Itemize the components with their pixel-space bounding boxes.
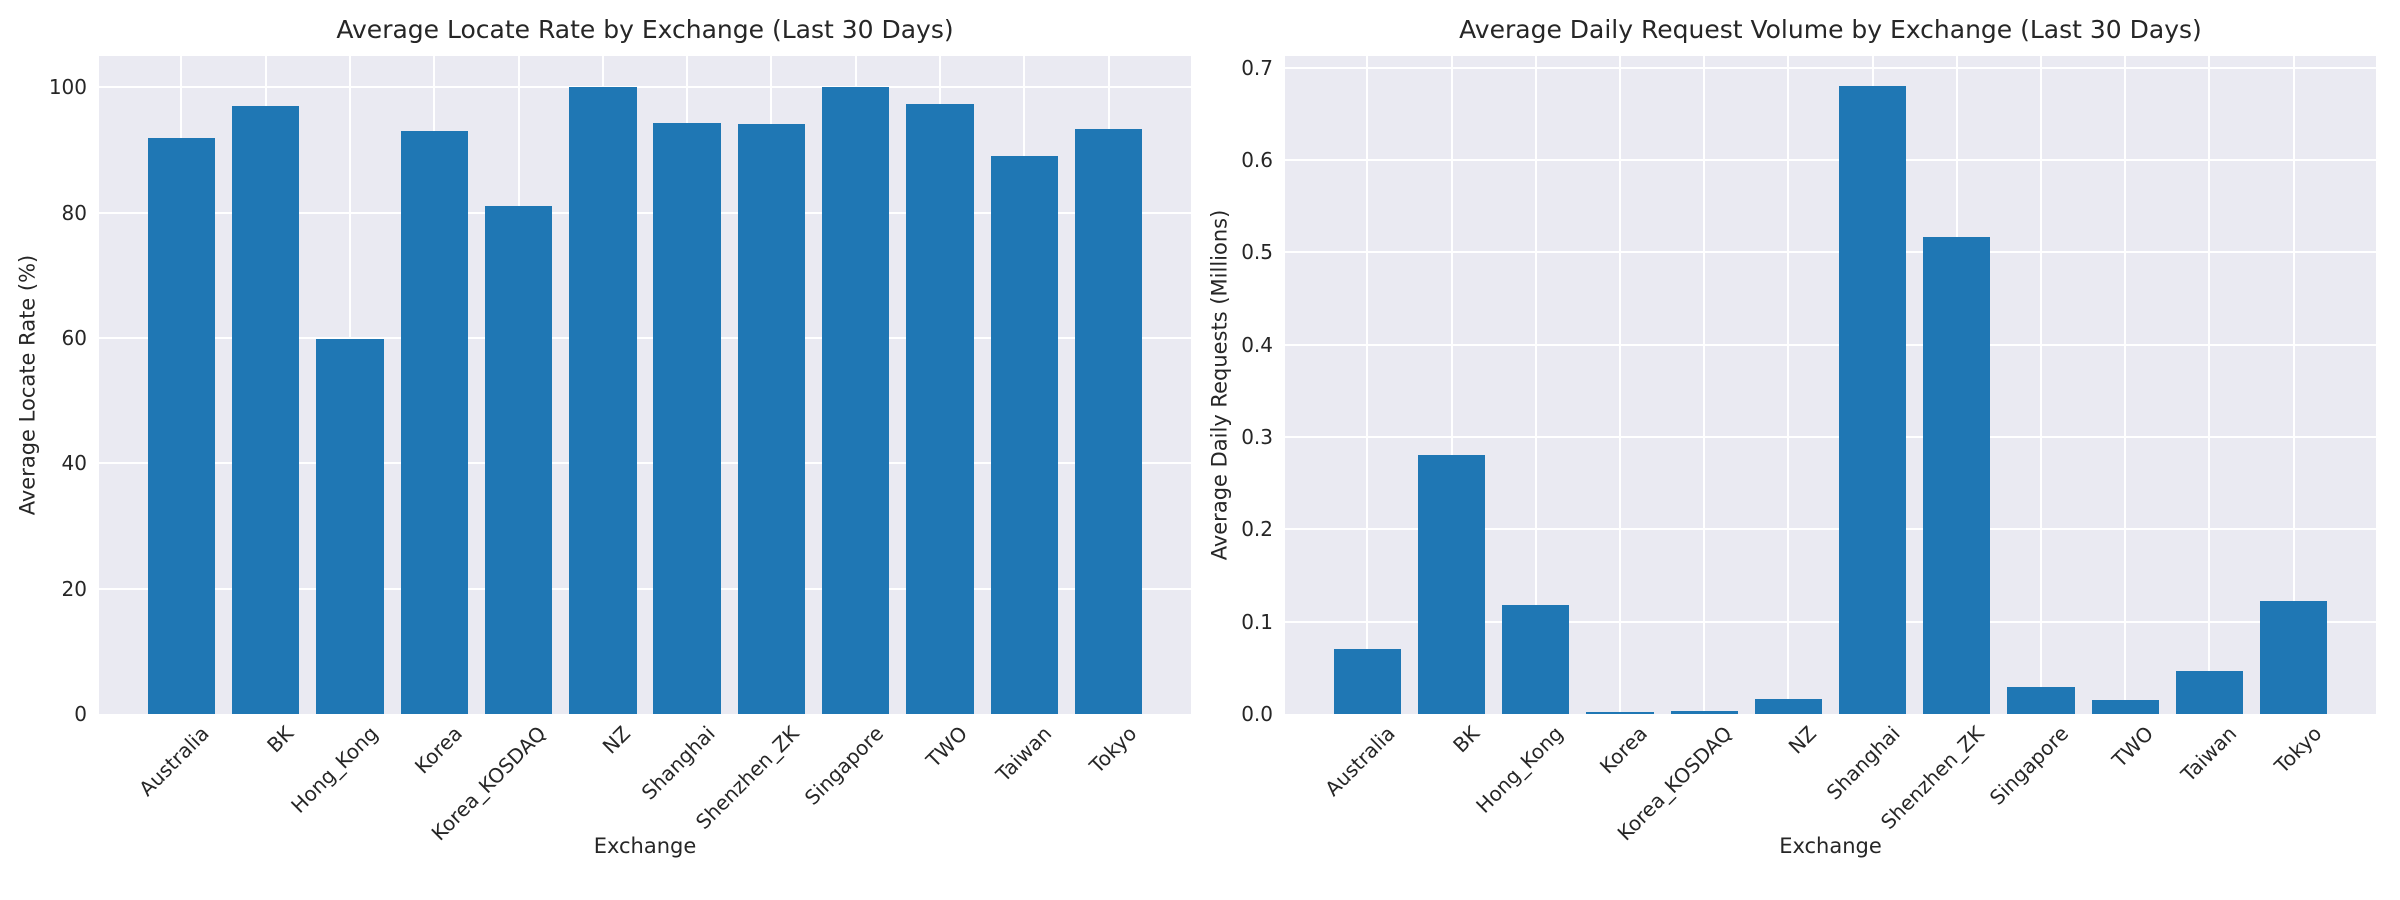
chart2-plot-area: 0.0 0.1 0.2 0.3 0.4 0.5 0.6 0.7 Australia BK Hong_… — [1241, 56, 2376, 845]
x-gridline — [1703, 56, 1706, 714]
bar-Tokyo — [1074, 128, 1143, 714]
bar-Taiwan — [990, 156, 1058, 714]
bar-Australia — [1333, 649, 1402, 714]
bar-NZ — [569, 87, 637, 714]
y-tick-label: 0 — [74, 702, 87, 726]
x-tick-label: Taiwan — [2176, 721, 2242, 787]
x-gridline — [1366, 56, 1369, 714]
x-gridline — [1534, 56, 1537, 714]
x-tick-label: Korea — [409, 721, 467, 779]
x-gridline — [2040, 56, 2042, 714]
x-tick-label: Taiwan — [991, 721, 1057, 787]
y-tick-label: 60 — [61, 326, 87, 350]
y-tick-label: 0.4 — [1241, 332, 1273, 357]
x-tick-label: Australia — [134, 721, 214, 801]
bar-Taiwan — [2175, 670, 2244, 714]
y-tick-label: 0.6 — [1241, 147, 1273, 172]
bar-Shenzhen_ZK — [737, 124, 806, 714]
y-tick-label: 40 — [61, 451, 87, 476]
y-gridline — [99, 211, 1191, 214]
y-tick-label: 80 — [61, 200, 87, 225]
bar-TWO — [906, 104, 974, 714]
y-gridline — [1285, 66, 2376, 69]
chart1-y-axis-label: Average Locate Rate (%) — [15, 254, 40, 516]
y-gridline — [99, 86, 1191, 89]
bar-Shanghai — [1838, 86, 1907, 714]
y-tick-label: 0.0 — [1241, 702, 1273, 726]
x-tick-label: TWO — [2106, 721, 2158, 773]
bar-Australia — [147, 138, 216, 714]
x-tick-label: Hong_Kong — [1471, 721, 1569, 818]
x-tick-label: BK — [1447, 721, 1484, 758]
y-tick-label: 20 — [61, 576, 87, 601]
y-gridline — [1285, 435, 2376, 438]
y-gridline — [1285, 528, 2376, 531]
chart2-x-axis-label: Exchange — [1779, 834, 1882, 858]
chart1-ylabel-column: Average Locate Rate (%) — [12, 56, 42, 714]
bar-BK — [232, 106, 300, 714]
bar-Korea — [1586, 712, 1654, 714]
x-tick-label: NZ — [1783, 721, 1821, 759]
bar-BK — [1417, 455, 1486, 714]
x-gridline — [2124, 56, 2127, 714]
x-gridline — [1450, 56, 1453, 714]
bar-Korea_KOSDAQ — [1670, 711, 1738, 714]
y-gridline — [99, 587, 1191, 590]
x-tick-label: Korea — [1595, 721, 1653, 779]
y-tick-label: 100 — [48, 75, 87, 100]
x-gridline — [2292, 56, 2295, 714]
x-gridline — [2208, 56, 2211, 714]
x-tick-label: Singapore — [1984, 721, 2074, 810]
x-tick-label: Tokyo — [1084, 721, 1141, 778]
chart2-y-axis-label: Average Daily Requests (Millions) — [1207, 209, 1231, 561]
bar-Hong_Kong — [316, 339, 384, 714]
y-tick-label: 0.5 — [1241, 240, 1273, 265]
x-tick-label: Shanghai — [1821, 721, 1905, 805]
x-tick-label: Australia — [1320, 721, 1400, 801]
y-gridline — [99, 462, 1191, 465]
chart1-plot-area: 0 20 40 60 80 100 Australia BK Hong_Kong Korea Kor… — [49, 56, 1191, 845]
chart2-ylabel-column: Average Daily Requests (Millions) — [1204, 56, 1234, 714]
x-tick-label: Hong_Kong — [285, 721, 383, 818]
bar-Korea — [400, 130, 468, 714]
bar-Korea_KOSDAQ — [484, 206, 553, 714]
x-tick-label: NZ — [597, 721, 636, 759]
y-gridline — [1285, 343, 2376, 346]
x-tick-label: TWO — [921, 721, 973, 773]
bar-TWO — [2091, 700, 2159, 714]
y-gridline — [1285, 620, 2376, 623]
bar-Shanghai — [653, 123, 721, 714]
bar-Singapore — [2007, 687, 2075, 714]
chart2-title: Average Daily Request Volume by Exchange… — [1459, 15, 2202, 44]
y-tick-label: 0.1 — [1241, 609, 1273, 634]
bar-Singapore — [821, 87, 890, 714]
x-tick-label: Shanghai — [636, 721, 720, 805]
y-gridline — [1285, 251, 2376, 254]
bar-NZ — [1754, 699, 1823, 714]
y-gridline — [99, 337, 1191, 339]
chart1-title: Average Locate Rate by Exchange (Last 30… — [336, 15, 954, 44]
x-tick-label: Tokyo — [2269, 721, 2326, 778]
x-gridline — [1787, 56, 1790, 714]
y-gridline — [1285, 158, 2376, 161]
x-tick-label: BK — [262, 721, 298, 758]
y-tick-label: 0.7 — [1241, 55, 1273, 80]
bar-Hong_Kong — [1502, 605, 1570, 714]
bar-Tokyo — [2259, 601, 2328, 714]
y-tick-label: 0.3 — [1241, 424, 1273, 449]
bar-Shenzhen_ZK — [1923, 237, 1991, 714]
x-tick-label: Singapore — [799, 721, 888, 810]
chart1-x-axis-label: Exchange — [593, 834, 697, 858]
y-tick-label: 0.2 — [1241, 517, 1273, 542]
x-gridline — [1618, 56, 1621, 714]
